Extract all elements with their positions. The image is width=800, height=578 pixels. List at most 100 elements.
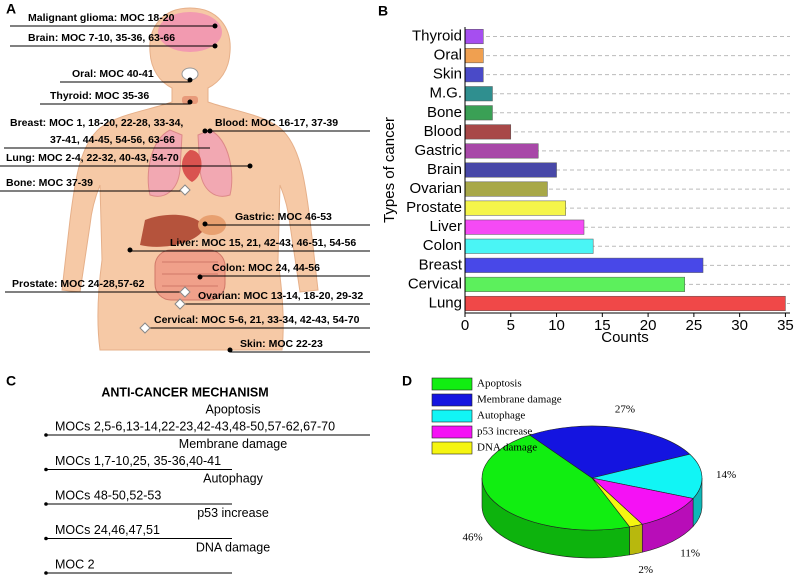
bar — [464, 48, 484, 64]
panel-label: B — [378, 3, 388, 19]
legend-swatch — [431, 409, 473, 423]
organ-label: Malignant glioma: MOC 18-20 — [28, 12, 175, 24]
label-marker — [212, 23, 218, 29]
y-tick-label: Blood — [424, 123, 462, 140]
x-tick-label: 5 — [507, 317, 515, 334]
y-tick-label: Oral — [434, 47, 462, 64]
bar — [464, 143, 539, 159]
label-marker — [139, 322, 151, 334]
value-label: 46% — [463, 532, 483, 544]
legend-label: Apoptosis — [477, 378, 522, 390]
bar — [464, 257, 704, 273]
organ-label: Colon: MOC 24, 44-56 — [212, 262, 320, 274]
panel-label: C — [6, 373, 16, 389]
y-tick-label: Breast — [419, 256, 463, 273]
legend-swatch — [431, 377, 473, 391]
organ-label: Blood: MOC 16-17, 37-39 — [215, 117, 338, 129]
organ-label: Ovarian: MOC 13-14, 18-20, 29-32 — [198, 290, 363, 302]
value-label: 2% — [638, 564, 653, 576]
organ-label: Lung: MOC 2-4, 22-32, 40-43, 54-70 — [6, 152, 179, 164]
bar — [464, 29, 484, 45]
mechanism-name: Autophagy — [203, 471, 264, 485]
legend-label: Membrane damage — [477, 394, 562, 406]
y-axis-title: Types of cancer — [381, 117, 398, 223]
y-tick-label: Ovarian — [409, 180, 462, 197]
right-lung — [197, 129, 233, 197]
organ-label: Breast: MOC 1, 18-20, 22-28, 33-34, — [10, 117, 183, 129]
x-tick-label: 10 — [548, 317, 565, 334]
pie-slice — [591, 477, 643, 528]
mechanism-mocs: MOCs 2,5-6,13-14,22-23,42-43,48-50,57-62… — [55, 419, 335, 433]
label-marker — [247, 163, 253, 169]
mechanism-title: ANTI-CANCER MECHANISM — [101, 385, 268, 399]
mechanism-mocs: MOCs 48-50,52-53 — [55, 488, 161, 502]
mechanism-name: DNA damage — [196, 540, 270, 554]
x-axis-title: Counts — [601, 329, 649, 346]
panel-label: A — [6, 1, 16, 17]
organ-label: Thyroid: MOC 35-36 — [50, 90, 149, 102]
bar — [464, 86, 493, 102]
label-marker — [174, 298, 186, 310]
organ-label: Oral: MOC 40-41 — [72, 68, 154, 80]
bar — [464, 295, 786, 311]
bar — [464, 162, 557, 178]
y-tick-label: Liver — [429, 218, 462, 235]
mechanism-mocs: MOCs 24,46,47,51 — [55, 523, 160, 537]
panel-d: D 46% 27% 14% 11% 2% Apoptosis Membrane damage A… — [402, 373, 736, 576]
value-label: 27% — [615, 403, 635, 415]
label-marker — [179, 286, 191, 298]
label-marker — [187, 99, 193, 105]
pie-slice — [529, 425, 691, 479]
y-tick-label: Prostate — [406, 199, 462, 216]
organ-label: Prostate: MOC 24-28,57-62 — [12, 278, 145, 290]
left-lung — [147, 129, 183, 197]
organ-label: Bone: MOC 37-39 — [6, 177, 93, 189]
bar — [464, 238, 594, 254]
bar — [464, 124, 512, 140]
organ-label: Brain: MOC 7-10, 35-36, 63-66 — [28, 32, 175, 44]
mechanism-mocs: MOC 2 — [55, 557, 95, 571]
value-label: 11% — [680, 547, 700, 559]
panel-c: ANTI-CANCER MECHANISM C Apoptosis MOCs 2,5… — [6, 373, 370, 575]
label-marker — [187, 77, 193, 83]
panel-b: Types of cancer Counts B 0 5 10 15 20 25 30 35 Th… — [378, 3, 794, 346]
organ-label: Liver: MOC 15, 21, 42-43, 46-51, 54-56 — [170, 237, 356, 249]
label-marker — [179, 184, 191, 196]
x-tick-label: 0 — [461, 317, 469, 334]
y-tick-label: Colon — [423, 237, 462, 254]
bar — [464, 200, 566, 216]
y-tick-label: Thyroid — [412, 28, 462, 45]
legend-label: Autophage — [477, 410, 525, 422]
y-tick-label: Brain — [427, 161, 462, 178]
pie-slice — [591, 453, 703, 499]
liver — [140, 214, 205, 247]
x-tick-label: 35 — [777, 317, 794, 334]
label-marker — [212, 43, 218, 49]
legend-swatch — [431, 441, 473, 455]
organ-label: Gastric: MOC 46-53 — [235, 211, 332, 223]
mechanism-name: Membrane damage — [179, 437, 287, 451]
x-tick-label: 25 — [686, 317, 703, 334]
bar — [464, 219, 585, 235]
label-marker — [202, 128, 208, 134]
value-label: 14% — [716, 469, 736, 481]
bar — [464, 276, 685, 292]
label-marker — [197, 274, 203, 280]
pie-side — [629, 523, 643, 556]
legend-swatch — [431, 425, 473, 439]
x-tick-label: 20 — [640, 317, 657, 334]
brain — [158, 12, 222, 52]
y-tick-label: Gastric — [414, 142, 462, 159]
pie-slice — [481, 434, 631, 531]
mechanism-name: Apoptosis — [206, 402, 261, 416]
intestine-folds — [162, 261, 218, 287]
x-tick-label: 15 — [594, 317, 611, 334]
x-tick-label: 30 — [731, 317, 748, 334]
y-tick-label: Skin — [433, 66, 462, 83]
organ-label: 37-41, 44-45, 54-56, 63-66 — [50, 134, 175, 146]
bar — [464, 181, 548, 197]
label-marker — [202, 221, 208, 227]
y-tick-label: Cervical — [408, 275, 462, 292]
mechanism-mocs: MOCs 1,7-10,25, 35-36,40-41 — [55, 454, 221, 468]
